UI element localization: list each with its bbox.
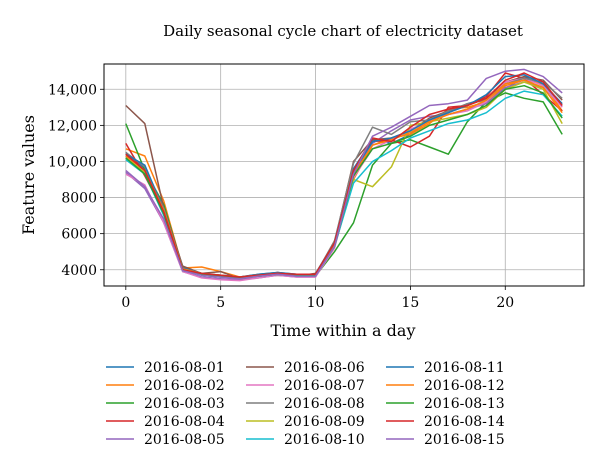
y-axis-label: Feature values — [19, 115, 38, 235]
legend-item: 2016-08-12 — [386, 378, 505, 394]
series-line-2016-08-14 — [125, 72, 563, 278]
y-tick-label: 4000 — [61, 263, 97, 279]
y-tick-label: 12,000 — [48, 118, 97, 134]
y-tick-label: 8000 — [61, 191, 97, 207]
series-layer — [125, 68, 563, 282]
y-tick-label: 10,000 — [48, 154, 97, 170]
series-line-2016-08-01 — [125, 75, 563, 278]
x-tick-label: 15 — [401, 295, 419, 311]
legend-label: 2016-08-03 — [144, 396, 225, 412]
chart-title: Daily seasonal cycle chart of electricit… — [163, 22, 523, 40]
legend-item: 2016-08-14 — [386, 414, 505, 430]
series-line-2016-08-07 — [125, 77, 563, 282]
x-tick-label: 0 — [121, 295, 130, 311]
legend-label: 2016-08-09 — [284, 414, 365, 430]
series-line-2016-08-13 — [125, 84, 563, 279]
legend-item: 2016-08-08 — [246, 396, 365, 412]
legend-label: 2016-08-02 — [144, 378, 225, 394]
legend-label: 2016-08-15 — [424, 432, 505, 448]
legend-label: 2016-08-04 — [144, 414, 225, 430]
legend-item: 2016-08-13 — [386, 396, 505, 412]
series-line-2016-08-12 — [125, 79, 563, 278]
legend-label: 2016-08-01 — [144, 360, 225, 376]
legend-label: 2016-08-08 — [284, 396, 365, 412]
legend-label: 2016-08-06 — [284, 360, 365, 376]
legend-item: 2016-08-11 — [386, 360, 505, 376]
legend-item: 2016-08-15 — [386, 432, 505, 448]
legend-item: 2016-08-10 — [246, 432, 365, 448]
legend-label: 2016-08-14 — [424, 414, 505, 430]
legend-item: 2016-08-03 — [106, 396, 225, 412]
x-tick-label: 10 — [307, 295, 325, 311]
series-line-2016-08-05 — [125, 81, 563, 281]
y-tick-label: 14,000 — [48, 82, 97, 98]
series-line-2016-08-06 — [125, 75, 563, 280]
x-tick-label: 5 — [216, 295, 225, 311]
legend-item: 2016-08-07 — [246, 378, 365, 394]
legend-item: 2016-08-09 — [246, 414, 365, 430]
legend-label: 2016-08-10 — [284, 432, 365, 448]
series-line-2016-08-04 — [125, 72, 563, 278]
series-line-2016-08-08 — [125, 77, 563, 278]
legend-item: 2016-08-06 — [246, 360, 365, 376]
plot-frame — [103, 63, 585, 287]
legend-item: 2016-08-02 — [106, 378, 225, 394]
legend-label: 2016-08-11 — [424, 360, 505, 376]
legend-label: 2016-08-13 — [424, 396, 505, 412]
series-line-2016-08-10 — [125, 90, 563, 279]
tick-layer: 0 5 10 15 20 4000 6000 8000 10,000 12,000 14,000 — [48, 82, 514, 311]
series-line-2016-08-02 — [125, 79, 563, 278]
legend-label: 2016-08-07 — [284, 378, 365, 394]
x-tick-label: 20 — [496, 295, 514, 311]
legend-label: 2016-08-05 — [144, 432, 225, 448]
legend-label: 2016-08-12 — [424, 378, 505, 394]
y-tick-label: 6000 — [61, 227, 97, 243]
legend-item: 2016-08-05 — [106, 432, 225, 448]
x-axis-label: Time within a day — [270, 321, 415, 340]
legend-item: 2016-08-01 — [106, 360, 225, 376]
legend-item: 2016-08-04 — [106, 414, 225, 430]
series-line-2016-08-15 — [125, 68, 563, 280]
series-line-2016-08-03 — [125, 92, 563, 279]
legend: 2016-08-01 2016-08-02 2016-08-03 2016-08-04… — [106, 360, 505, 448]
series-line-2016-08-09 — [125, 81, 563, 279]
